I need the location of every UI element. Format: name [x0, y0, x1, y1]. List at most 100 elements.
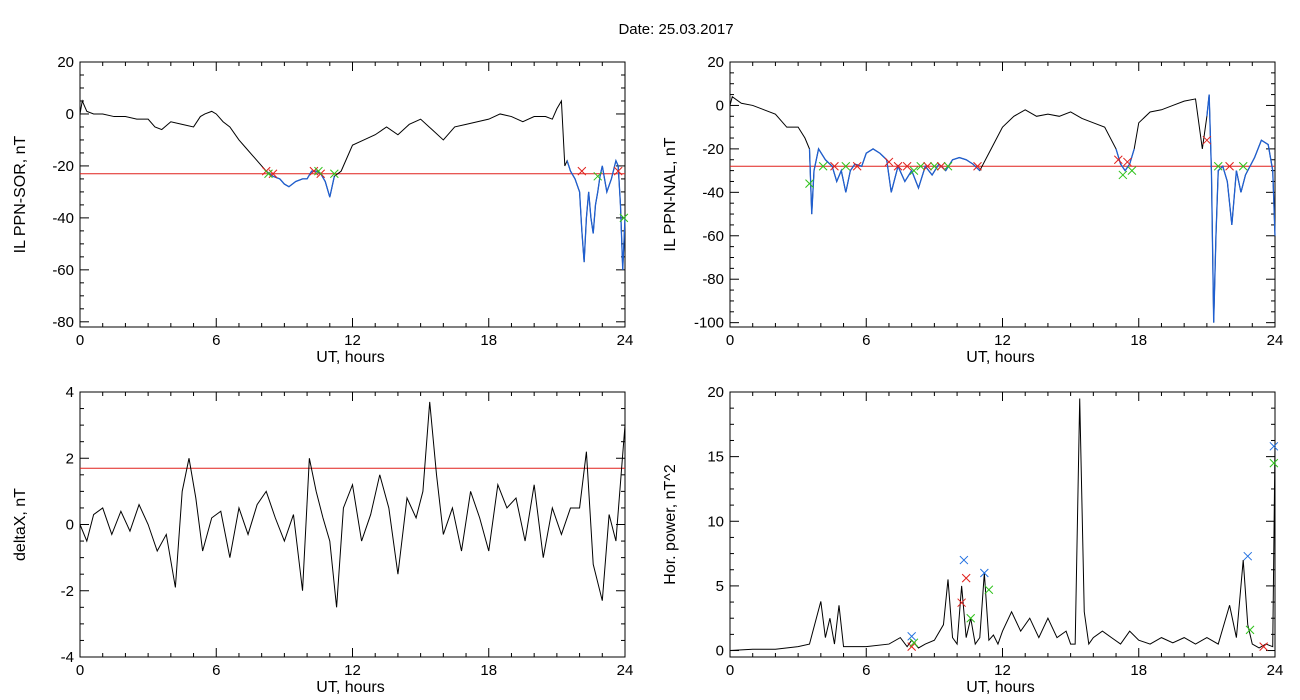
x-axis-label: UT, hours — [316, 349, 384, 366]
marker-stroke — [830, 161, 839, 171]
marker-stroke — [909, 166, 919, 175]
y-tick-label: -60 — [52, 262, 74, 279]
marker-green — [841, 161, 851, 171]
x-tick-label: 12 — [994, 332, 1011, 349]
y-tick-label: -80 — [702, 271, 724, 288]
marker-stroke — [943, 161, 953, 171]
marker-green — [329, 169, 339, 179]
x-tick-label: 12 — [994, 662, 1011, 679]
plot-frame — [79, 391, 626, 658]
marker-stroke — [1225, 161, 1234, 171]
marker-green — [264, 169, 273, 179]
y-tick-label: -2 — [61, 583, 74, 600]
marker-green — [930, 161, 939, 171]
y-tick-label: 0 — [66, 517, 74, 534]
marker-green — [1269, 458, 1279, 468]
x-axis-label: UT, hours — [966, 679, 1034, 696]
marker-stroke — [264, 169, 273, 179]
y-tick-label: -40 — [702, 184, 724, 201]
marker-blue — [1243, 551, 1253, 561]
marker-stroke — [1243, 551, 1253, 561]
marker-blue — [907, 631, 917, 641]
y-tick-label: 5 — [716, 578, 724, 595]
marker-stroke — [902, 161, 912, 171]
marker-red — [268, 169, 278, 179]
series-line — [79, 99, 626, 270]
marker-stroke — [1245, 625, 1255, 635]
chart-title: Date: 25.03.2017 — [618, 21, 733, 38]
marker-stroke — [923, 161, 932, 171]
marker-stroke — [957, 598, 966, 608]
chart-panel-4: 0 6 12 18 24 20 15 10 5 0 UT, hours Hor. power, nT^… — [662, 384, 1283, 696]
y-tick-label: 2 — [66, 450, 74, 467]
marker-red — [1225, 161, 1234, 171]
marker-red — [830, 161, 839, 171]
marker-green — [916, 161, 926, 171]
x-tick-label: 24 — [617, 662, 634, 679]
x-tick-label: 24 — [617, 332, 634, 349]
series-selection — [1206, 94, 1276, 323]
marker-stroke — [966, 613, 976, 623]
marker-stroke — [884, 157, 894, 167]
series-selection — [566, 158, 626, 270]
series-selection — [808, 147, 981, 215]
plot-frame — [729, 61, 1276, 328]
marker-stroke — [979, 568, 989, 578]
marker-red — [1113, 155, 1123, 165]
marker-stroke — [619, 213, 629, 223]
y-tick-label: 0 — [716, 97, 724, 114]
marker-red — [577, 166, 587, 176]
x-tick-label: 12 — [344, 662, 361, 679]
x-tick-label: 6 — [212, 332, 220, 349]
marker-red — [852, 161, 862, 171]
x-axis-label: UT, hours — [966, 349, 1034, 366]
marker-stroke — [309, 166, 319, 176]
marker-red — [893, 161, 903, 171]
y-tick-label: 20 — [57, 54, 74, 71]
chart-panel-1: 0 6 12 18 24 20 0 -20 -40 -60 -80 UT, hours IL PPN-S… — [12, 54, 633, 366]
marker-red — [309, 166, 319, 176]
marker-green — [1118, 170, 1128, 180]
marker-stroke — [973, 161, 982, 171]
marker-stroke — [961, 573, 971, 583]
marker-green — [619, 213, 629, 223]
marker-stroke — [1123, 157, 1132, 167]
marker-red — [957, 598, 966, 608]
marker-stroke — [936, 161, 946, 171]
y-tick-label: 20 — [707, 384, 724, 401]
x-tick-label: 0 — [726, 662, 734, 679]
marker-green — [984, 585, 994, 595]
y-tick-label: 15 — [707, 449, 724, 466]
x-tick-label: 18 — [480, 662, 497, 679]
marker-red — [1259, 642, 1268, 652]
marker-blue — [979, 568, 989, 578]
chart-panel-3: 0 6 12 18 24 4 2 0 -2 -4 UT, hours deltaX, nT — [12, 384, 633, 696]
marker-green — [966, 613, 976, 623]
marker-green — [909, 638, 919, 648]
y-axis-label: IL PPN-NAL, nT — [662, 137, 679, 251]
marker-red — [1123, 157, 1132, 167]
marker-stroke — [1202, 135, 1212, 145]
marker-green — [1213, 161, 1223, 171]
chart-panel-2: 0 6 12 18 24 20 0 -20 -40 -60 -80 -100 UT, hours IL P… — [662, 54, 1283, 366]
marker-green — [593, 171, 603, 181]
y-tick-label: 20 — [707, 54, 724, 71]
y-axis-label: deltaX, nT — [12, 488, 29, 561]
marker-red — [902, 161, 912, 171]
marker-stroke — [1269, 458, 1279, 468]
x-tick-label: 6 — [862, 332, 870, 349]
marker-red — [613, 166, 623, 176]
marker-stroke — [593, 171, 603, 181]
marker-stroke — [805, 179, 814, 188]
marker-red — [907, 642, 917, 652]
marker-stroke — [852, 161, 862, 171]
marker-stroke — [984, 585, 994, 595]
marker-green — [943, 161, 953, 171]
marker-stroke — [1238, 161, 1248, 171]
marker-blue — [959, 555, 969, 565]
x-tick-label: 24 — [1267, 332, 1284, 349]
marker-stroke — [907, 631, 917, 641]
x-tick-label: 18 — [480, 332, 497, 349]
y-tick-label: -60 — [702, 228, 724, 245]
